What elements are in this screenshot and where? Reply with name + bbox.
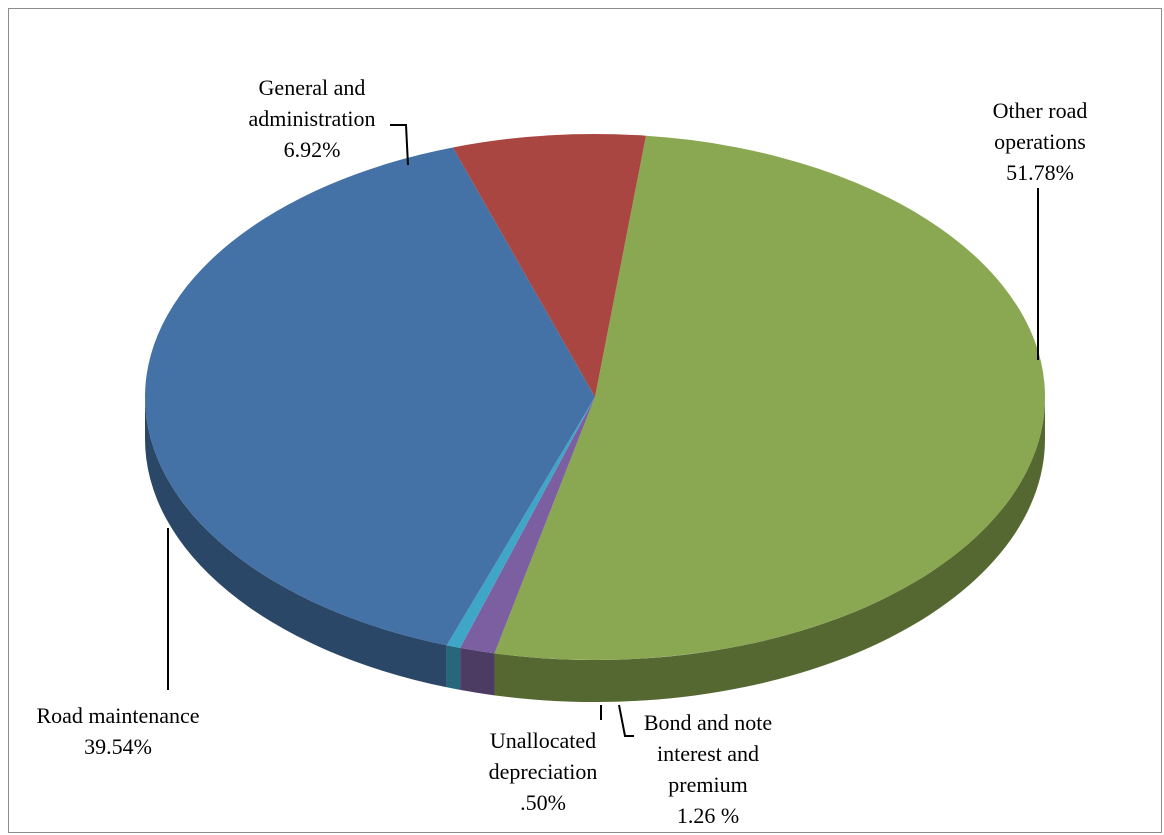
slice-label-other-road-operations: Other road operations 51.78% xyxy=(993,98,1088,185)
slice-label-line: Road maintenance xyxy=(36,703,199,728)
slice-label-line: 39.54% xyxy=(84,734,152,759)
leader-lines xyxy=(167,124,1039,737)
slice-label-line: General and xyxy=(259,75,366,100)
pie-side-layer xyxy=(145,397,1045,702)
pie-top-layer xyxy=(144,133,1045,660)
pie-side-unallocated-depreciation xyxy=(446,645,461,690)
slice-label-bond-and-note-interest-and-premium: Bond and note interest and premium 1.26 % xyxy=(644,710,772,828)
pie-slice-road-maintenance xyxy=(144,147,595,646)
slice-label-road-maintenance: Road maintenance 39.54% xyxy=(36,703,199,759)
slice-label-general-and-administration: General and administration 6.92% xyxy=(248,75,375,162)
slice-label-line: Bond and note xyxy=(644,710,772,735)
slice-label-line: 1.26 % xyxy=(677,803,739,828)
pie-slice-bond-and-note-interest-and-premium xyxy=(460,397,595,654)
slice-label-line: Unallocated xyxy=(490,728,596,753)
slice-label-line: 51.78% xyxy=(1006,160,1074,185)
slice-label-line: 6.92% xyxy=(284,137,341,162)
slice-label-line: depreciation xyxy=(489,759,598,784)
slice-label-line: .50% xyxy=(520,790,566,815)
pie-slice-unallocated-depreciation xyxy=(446,397,595,648)
pie-slice-other-road-operations xyxy=(494,135,1045,660)
slice-label-line: Other road xyxy=(993,98,1088,123)
leader-line-bond-and-note-interest-and-premium xyxy=(618,704,634,737)
pie-slice-general-and-administration xyxy=(452,133,646,397)
slice-label-line: interest and xyxy=(657,741,759,766)
slice-label-line: premium xyxy=(668,772,747,797)
slice-label-unallocated-depreciation: Unallocated depreciation .50% xyxy=(489,728,598,815)
pie-side-bond-and-note-interest-and-premium xyxy=(460,647,495,696)
pie-side-road-maintenance xyxy=(145,397,447,688)
slice-label-line: operations xyxy=(994,129,1086,154)
pie-side-other-road-operations xyxy=(494,397,1045,702)
slice-labels: Other road operations 51.78% Bond and note i… xyxy=(36,75,1087,828)
leader-line-general-and-administration xyxy=(390,124,409,166)
slice-label-line: administration xyxy=(248,106,375,131)
